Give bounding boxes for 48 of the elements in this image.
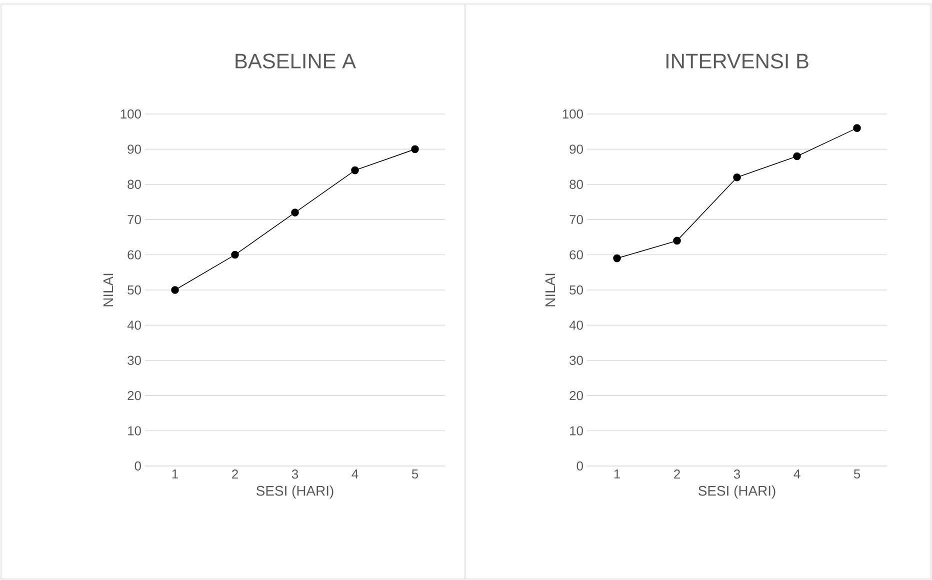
point xyxy=(613,254,621,262)
point xyxy=(733,173,741,182)
y-tick-label: 40 xyxy=(569,320,583,330)
y-tick-label: 70 xyxy=(570,214,583,224)
y-tick-label: 90 xyxy=(570,144,583,154)
x-tick-label: 5 xyxy=(854,470,860,479)
y-tick-label: 20 xyxy=(128,390,141,400)
y-tick-label: 0 xyxy=(134,461,141,471)
point xyxy=(171,286,179,294)
x-tick-label: 3 xyxy=(292,470,298,479)
point xyxy=(853,124,861,132)
x-axis-title: SESI (HARI) xyxy=(256,486,334,499)
y-tick-label: 50 xyxy=(570,285,583,295)
y-tick-label: 60 xyxy=(128,250,141,260)
point xyxy=(673,236,681,245)
y-axis-title: NILAI xyxy=(103,274,114,306)
y-tick-label: 80 xyxy=(128,180,141,189)
point xyxy=(793,152,801,160)
y-tick-label: 20 xyxy=(570,390,583,400)
y-tick-label: 0 xyxy=(576,461,583,471)
x-tick-label: 2 xyxy=(674,470,680,479)
x-axis-title: SESI (HARI) xyxy=(698,486,776,499)
y-tick-label: 40 xyxy=(127,320,141,330)
x-tick-label: 4 xyxy=(352,470,358,478)
x-tick-label: 5 xyxy=(412,470,418,479)
y-tick-label: 60 xyxy=(570,250,583,260)
chart-title: BASELINE A xyxy=(236,54,356,68)
point xyxy=(411,145,419,154)
y-tick-label: 50 xyxy=(128,285,141,295)
y-axis-title: NILAI xyxy=(545,274,556,306)
y-tick-label: 100 xyxy=(120,109,141,119)
y-tick-label: 80 xyxy=(570,180,583,189)
x-tick-label: 1 xyxy=(172,470,178,478)
x-tick-label: 4 xyxy=(794,470,800,478)
x-tick-label: 3 xyxy=(734,470,740,479)
point xyxy=(231,250,239,259)
x-tick-label: 2 xyxy=(232,470,238,479)
y-tick-label: 30 xyxy=(128,356,141,365)
y-tick-label: 10 xyxy=(128,426,141,436)
y-tick-label: 70 xyxy=(128,214,141,224)
y-tick-label: 100 xyxy=(562,109,583,119)
y-tick-label: 30 xyxy=(570,356,583,365)
x-tick-label: 1 xyxy=(614,470,620,478)
chart-title: INTERVENSI B xyxy=(666,54,808,68)
y-tick-label: 90 xyxy=(128,144,141,154)
y-tick-label: 10 xyxy=(570,426,583,436)
point xyxy=(351,166,359,174)
point xyxy=(291,208,299,216)
